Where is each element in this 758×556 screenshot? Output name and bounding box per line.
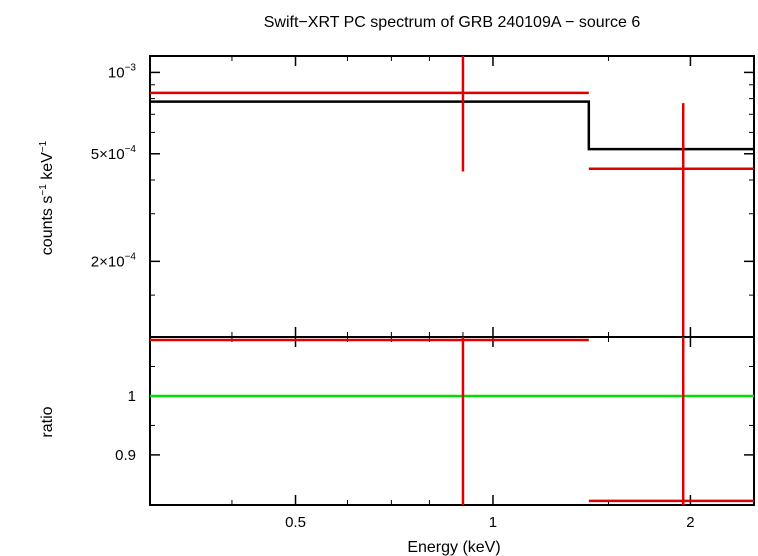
x-tick-label: 2 [686, 514, 694, 531]
model-line [150, 100, 754, 151]
ratio-panel: 1 0.9 0.5 1 2 [115, 336, 755, 531]
spectrum-panel: 10−3 5×10−4 2×10−4 [91, 55, 755, 338]
y-tick-label: 1 [128, 388, 136, 405]
y-label-counts-sup2: −1 [38, 140, 49, 152]
data-points [150, 337, 754, 505]
data-points [150, 56, 754, 337]
y-tick-label: 5×10−4 [91, 144, 137, 163]
x-tick-label: 0.5 [285, 514, 306, 531]
chart-title: Swift−XRT PC spectrum of GRB 240109A − s… [264, 14, 641, 31]
y-tick-label: 0.9 [115, 447, 136, 464]
y-axis-label-counts: counts s−1 keV−1 [38, 140, 56, 255]
y-label-counts-kev: keV [39, 152, 56, 184]
y-axis-label-ratio: ratio [39, 406, 56, 437]
x-tick-label: 1 [489, 514, 497, 531]
y-tick-label: 10−3 [108, 62, 137, 81]
y-tick-label: 2×10−4 [91, 251, 137, 270]
y-label-counts-sup1: −1 [38, 184, 49, 196]
x-axis-label: Energy (keV) [407, 539, 500, 556]
panel-frame [149, 336, 755, 506]
panel-frame [149, 55, 755, 338]
y-label-counts-text: counts s [39, 196, 56, 256]
